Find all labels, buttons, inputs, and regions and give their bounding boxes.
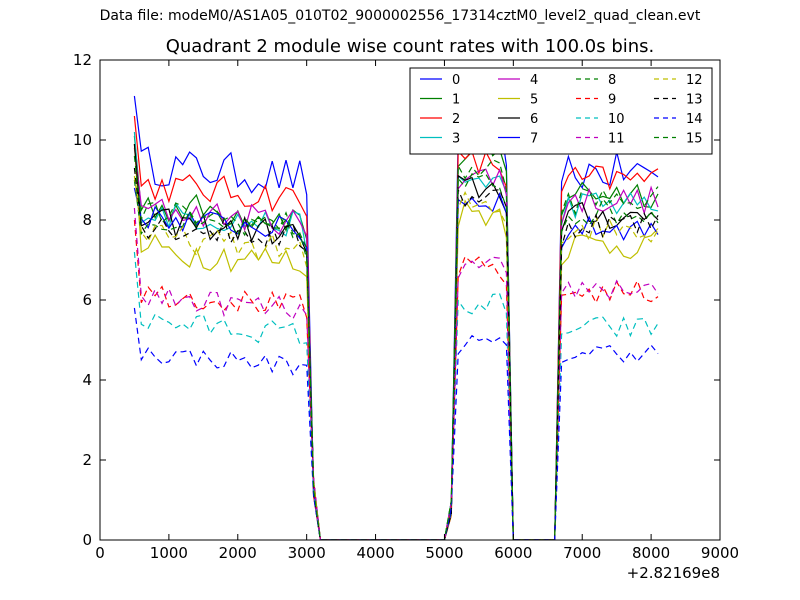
x-tick-label: 1000 bbox=[150, 544, 188, 562]
y-tick-label: 10 bbox=[73, 131, 92, 149]
series-line-9 bbox=[133, 219, 659, 540]
series-line-1 bbox=[133, 135, 659, 540]
series-line-11 bbox=[133, 207, 659, 540]
series-line-6 bbox=[133, 143, 659, 540]
series-line-8 bbox=[133, 173, 659, 540]
legend-label-13: 13 bbox=[686, 93, 703, 108]
legend-label-5: 5 bbox=[530, 93, 538, 108]
x-tick-label: 9000 bbox=[701, 544, 739, 562]
legend-label-8: 8 bbox=[608, 73, 616, 88]
x-tick-label: 4000 bbox=[356, 544, 394, 562]
y-tick-label: 4 bbox=[82, 371, 92, 389]
chart-title: Quadrant 2 module wise count rates with … bbox=[165, 36, 655, 57]
series-line-15 bbox=[133, 155, 659, 540]
y-tick-label: 0 bbox=[82, 531, 92, 549]
series-line-10 bbox=[133, 251, 659, 540]
y-tick-label: 6 bbox=[82, 291, 92, 309]
y-tick-label: 12 bbox=[73, 51, 92, 69]
series-line-0 bbox=[133, 95, 659, 540]
legend-label-3: 3 bbox=[452, 132, 460, 147]
x-tick-label: 2000 bbox=[219, 544, 257, 562]
series-line-7 bbox=[133, 187, 659, 540]
series-line-2 bbox=[133, 115, 659, 540]
legend-label-7: 7 bbox=[530, 132, 538, 147]
series-line-5 bbox=[133, 143, 659, 540]
series-line-13 bbox=[133, 167, 659, 540]
x-tick-label: 0 bbox=[95, 544, 105, 562]
legend-box bbox=[409, 67, 713, 155]
x-tick-label: 6000 bbox=[494, 544, 532, 562]
series-line-4 bbox=[133, 147, 659, 540]
legend-label-2: 2 bbox=[452, 112, 460, 127]
series-line-14 bbox=[133, 307, 659, 540]
x-tick-label: 7000 bbox=[563, 544, 601, 562]
legend-label-10: 10 bbox=[608, 112, 625, 127]
legend-label-1: 1 bbox=[452, 93, 460, 108]
legend-label-12: 12 bbox=[686, 73, 703, 88]
legend-label-9: 9 bbox=[608, 93, 616, 108]
legend-label-4: 4 bbox=[530, 73, 538, 88]
legend-label-14: 14 bbox=[686, 112, 703, 127]
legend-label-0: 0 bbox=[452, 73, 460, 88]
figure-suptitle: Data file: modeM0/AS1A05_010T02_90000025… bbox=[99, 8, 701, 24]
y-tick-label: 8 bbox=[82, 211, 92, 229]
x-tick-label: 5000 bbox=[425, 544, 463, 562]
x-offset-label: +2.82169e8 bbox=[627, 564, 720, 582]
legend-label-15: 15 bbox=[686, 132, 703, 147]
x-tick-label: 3000 bbox=[288, 544, 326, 562]
x-tick-label: 8000 bbox=[632, 544, 670, 562]
legend-label-11: 11 bbox=[608, 132, 625, 147]
y-tick-label: 2 bbox=[82, 451, 92, 469]
legend-label-6: 6 bbox=[530, 112, 538, 127]
series-line-12 bbox=[133, 175, 659, 540]
